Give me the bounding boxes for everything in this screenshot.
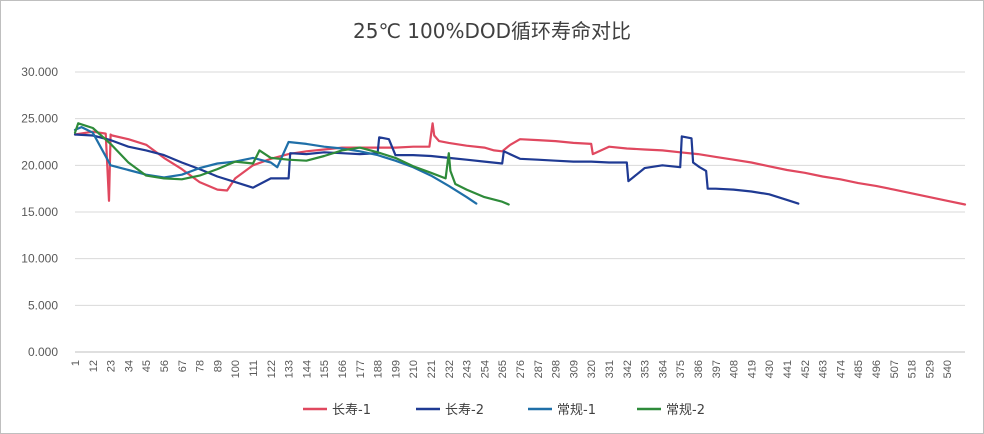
x-tick-label: 518 [907, 360, 919, 378]
y-tick-label: 20.000 [21, 158, 58, 172]
x-tick-label: 144 [301, 360, 313, 378]
gridlines [75, 71, 965, 306]
legend-label: 常规-1 [557, 403, 596, 418]
x-tick-label: 34 [123, 360, 135, 372]
x-tick-label: 474 [835, 360, 847, 378]
x-tick-label: 419 [746, 360, 758, 378]
x-tick-label: 386 [693, 360, 705, 378]
x-tick-label: 441 [782, 360, 794, 378]
chart-title: 25℃ 100%DOD循环寿命对比 [353, 19, 631, 43]
x-tick-label: 397 [711, 360, 723, 378]
x-tick-label: 320 [586, 360, 598, 378]
x-tick-label: 408 [729, 360, 741, 378]
x-tick-label: 177 [355, 360, 367, 378]
x-tick-label: 133 [284, 360, 296, 378]
legend-label: 长寿-2 [445, 403, 484, 418]
x-tick-label: 309 [568, 360, 580, 378]
x-tick-label: 232 [444, 360, 456, 378]
legend-label: 常规-2 [666, 403, 705, 418]
x-tick-label: 166 [337, 360, 349, 378]
x-tick-label: 243 [462, 360, 474, 378]
x-tick-label: 100 [230, 360, 242, 378]
x-tick-label: 111 [248, 360, 260, 377]
series-line-2 [73, 133, 800, 205]
x-tick-label: 199 [390, 360, 402, 378]
x-tick-label: 342 [622, 360, 634, 378]
x-tick-label: 23 [106, 360, 118, 372]
x-tick-label: 265 [497, 360, 509, 378]
x-tick-label: 78 [195, 360, 207, 372]
y-tick-label: 15.000 [21, 205, 58, 219]
legend-label: 长寿-1 [332, 403, 371, 418]
series-line-3 [73, 125, 478, 205]
series-line-4 [73, 122, 510, 206]
y-tick-label: 0.000 [28, 345, 58, 359]
x-tick-label: 496 [871, 360, 883, 378]
x-tick-label: 210 [408, 360, 420, 378]
x-tick-label: 89 [212, 360, 224, 372]
x-tick-label: 287 [533, 360, 545, 378]
y-tick-label: 25.000 [21, 112, 58, 126]
x-tick-label: 45 [141, 360, 153, 372]
series-lines [73, 122, 967, 206]
x-tick-label: 331 [604, 360, 616, 378]
y-tick-labels: 0.000 5.000 10.000 15.000 20.000 25.000 30.000 [21, 65, 58, 359]
x-tick-label: 221 [426, 360, 438, 378]
x-tick-label: 67 [177, 360, 189, 372]
x-tick-label: 12 [88, 360, 100, 372]
x-tick-label: 276 [515, 360, 527, 378]
x-tick-label: 298 [551, 360, 563, 378]
y-tick-label: 5.000 [28, 298, 58, 312]
x-tick-label: 463 [818, 360, 830, 378]
x-tick-label: 254 [479, 360, 491, 378]
x-tick-label: 452 [800, 360, 812, 378]
y-tick-label: 30.000 [21, 65, 58, 79]
x-tick-label: 430 [764, 360, 776, 378]
x-tick-label: 353 [640, 360, 652, 378]
x-tick-labels: 1 12 23 34 45 56 67 78 89 100 111 122 133 144 155 166 17… [70, 360, 954, 378]
series-line-1 [73, 122, 967, 206]
x-tick-label: 529 [924, 360, 936, 378]
legend: 长寿-1 长寿-2 常规-1 常规-2 [303, 403, 705, 418]
x-tick-label: 56 [159, 360, 171, 372]
x-tick-label: 364 [657, 360, 669, 378]
x-tick-label: 1 [70, 360, 82, 366]
x-tick-label: 122 [266, 360, 278, 378]
x-tick-label: 507 [889, 360, 901, 378]
x-tick-label: 188 [373, 360, 385, 378]
x-tick-label: 540 [942, 360, 954, 378]
x-tick-label: 485 [853, 360, 865, 378]
x-tick-label: 375 [675, 360, 687, 378]
y-tick-label: 10.000 [21, 252, 58, 266]
x-tick-label: 155 [319, 360, 331, 378]
